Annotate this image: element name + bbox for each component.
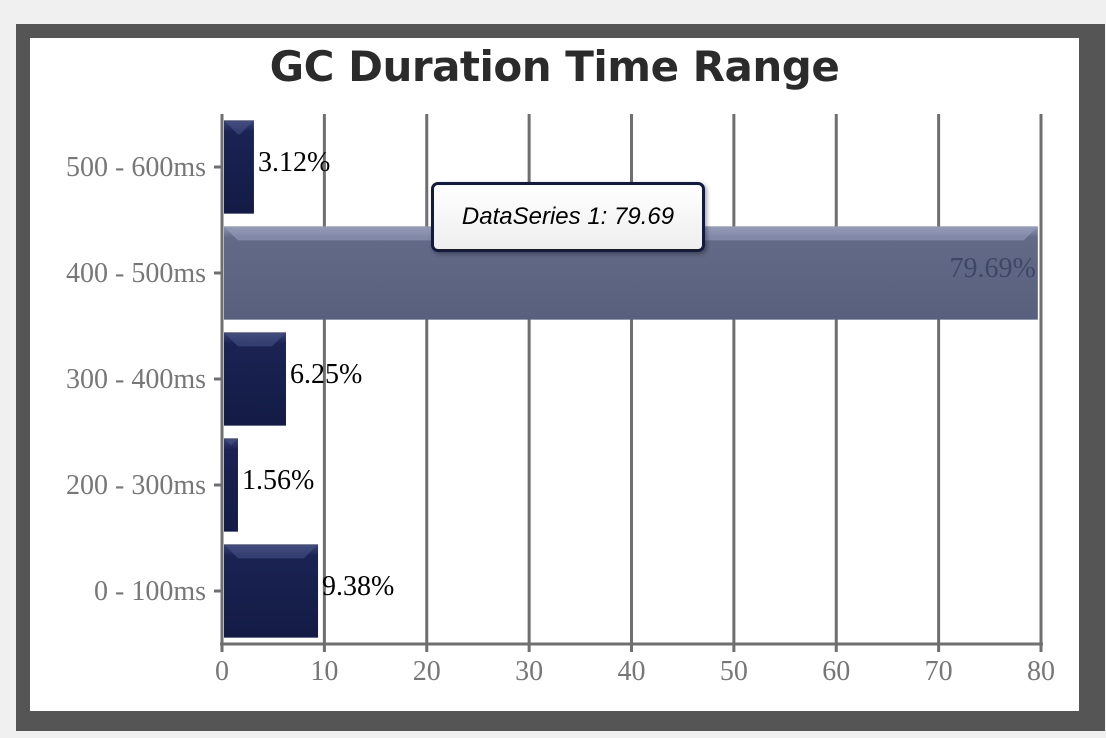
data-label: 3.12% [258, 147, 330, 178]
y-tick-label: 500 - 600ms [66, 152, 206, 183]
y-tick-label: 0 - 100ms [94, 576, 206, 607]
x-tick-label: 40 [618, 656, 646, 687]
bar-bevel [224, 544, 319, 559]
data-label: 6.25% [290, 359, 362, 390]
bar-500-600ms [224, 120, 254, 214]
x-tick-label: 30 [515, 656, 543, 687]
data-label: 1.56% [242, 465, 314, 496]
x-tick-label: 60 [822, 656, 850, 687]
y-tick-label: 400 - 500ms [66, 258, 206, 289]
x-tick-label: 80 [1027, 656, 1055, 687]
x-tick-label: 10 [310, 656, 338, 687]
x-tick-label: 20 [413, 656, 441, 687]
chart-plot: 0 10 20 30 40 50 60 70 80 0 - 100ms 9.38% 200 - 300… [66, 114, 1055, 687]
chart-frame: GC Duration Time Range 0 10 20 30 40 50 60 70 80… [16, 24, 1105, 731]
bar-bevel [224, 332, 286, 347]
data-label: 79.69% [949, 253, 1035, 284]
bar-200-300ms [224, 438, 238, 532]
chart-panel: GC Duration Time Range 0 10 20 30 40 50 60 70 80… [30, 38, 1079, 711]
x-tick-label: 50 [720, 656, 748, 687]
chart-title: GC Duration Time Range [269, 42, 840, 91]
bar-0-100ms [224, 544, 319, 638]
bar-bevel [224, 120, 254, 135]
x-tick-label: 0 [215, 656, 229, 687]
data-label: 9.38% [322, 571, 394, 602]
y-tick-label: 300 - 400ms [66, 364, 206, 395]
x-tick-label: 70 [925, 656, 953, 687]
data-tooltip: DataSeries 1: 79.69 [431, 182, 705, 252]
bar-300-400ms [224, 332, 286, 426]
y-tick-label: 200 - 300ms [66, 470, 206, 501]
bar-bevel [224, 438, 238, 446]
